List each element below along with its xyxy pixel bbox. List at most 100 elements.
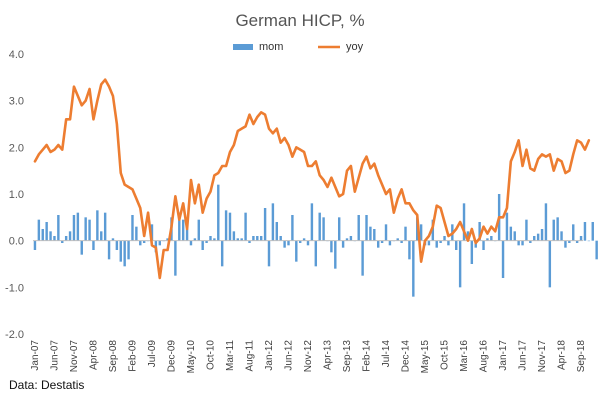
mom-bar bbox=[361, 240, 364, 276]
mom-bar bbox=[53, 236, 56, 241]
x-tick-label: Apr-18 bbox=[557, 340, 568, 370]
mom-bar bbox=[482, 240, 485, 250]
mom-bar bbox=[103, 212, 107, 241]
mom-bar bbox=[306, 240, 310, 246]
mom-bar bbox=[490, 236, 493, 241]
y-tick-label: 2.0 bbox=[9, 142, 24, 154]
mom-bar bbox=[447, 240, 450, 246]
x-tick-label: Jun-12 bbox=[283, 340, 294, 371]
mom-bar bbox=[295, 240, 298, 262]
x-tick-label: Sep-13 bbox=[342, 340, 353, 373]
mom-bar bbox=[37, 219, 41, 241]
mom-bar bbox=[357, 215, 360, 241]
mom-bar bbox=[291, 215, 294, 241]
x-axis: Jan-07 Jun-07 Nov-07 Apr-08 Sep-08 Feb-09 Jul-… bbox=[30, 340, 587, 374]
mom-bar bbox=[135, 226, 138, 241]
mom-bar bbox=[404, 226, 407, 241]
mom-bar bbox=[517, 240, 520, 246]
mom-bar bbox=[427, 240, 431, 246]
mom-bar bbox=[302, 238, 306, 241]
mom-bar bbox=[310, 203, 314, 241]
mom-bar bbox=[213, 238, 216, 241]
mom-bar bbox=[57, 215, 60, 241]
yoy-line bbox=[33, 78, 591, 280]
mom-bar bbox=[373, 229, 376, 241]
mom-bar bbox=[259, 236, 263, 241]
mom-bar bbox=[178, 212, 181, 241]
x-tick-label: Jan-17 bbox=[498, 340, 509, 371]
mom-bar bbox=[185, 229, 189, 241]
mom-bar bbox=[548, 240, 552, 288]
mom-bar bbox=[439, 240, 442, 243]
y-tick-label: 4.0 bbox=[9, 49, 24, 61]
mom-bar bbox=[369, 226, 372, 241]
legend-label-mom: mom bbox=[259, 41, 283, 53]
y-tick-label: 0.0 bbox=[9, 236, 24, 248]
mom-bar bbox=[595, 240, 598, 260]
x-tick-label: Dec-14 bbox=[401, 340, 412, 373]
x-tick-label: Oct-15 bbox=[440, 340, 451, 370]
mom-bar bbox=[189, 240, 193, 246]
mom-bar bbox=[72, 215, 76, 241]
mom-bar bbox=[271, 203, 275, 241]
x-tick-label: Feb-14 bbox=[362, 340, 373, 372]
mom-bar bbox=[220, 240, 224, 267]
mom-bar bbox=[287, 240, 290, 246]
x-tick-label: Nov-12 bbox=[303, 340, 314, 373]
x-tick-label: Aug-11 bbox=[244, 340, 255, 372]
mom-bar bbox=[123, 240, 126, 267]
mom-bar bbox=[100, 231, 103, 241]
legend-label-yoy: yoy bbox=[346, 41, 364, 53]
mom-bar bbox=[205, 240, 208, 243]
y-tick-label: -2.0 bbox=[5, 329, 24, 341]
mom-bar bbox=[314, 240, 318, 267]
mom-bar bbox=[443, 236, 446, 241]
mom-bar bbox=[244, 212, 247, 241]
mom-bar bbox=[49, 231, 52, 241]
mom-bar bbox=[388, 240, 392, 246]
mom-bar bbox=[591, 222, 594, 241]
x-tick-label: Mar-16 bbox=[459, 340, 470, 372]
x-tick-label: Nov-17 bbox=[537, 340, 548, 373]
mom-bar bbox=[158, 240, 161, 246]
mom-bar bbox=[252, 236, 255, 241]
mom-bar bbox=[61, 240, 64, 243]
mom-bar bbox=[150, 224, 154, 241]
mom-bar bbox=[544, 203, 548, 241]
mom-bar bbox=[201, 240, 204, 250]
mom-bar bbox=[139, 240, 142, 246]
x-tick-label: Sep-08 bbox=[108, 340, 119, 373]
mom-bar bbox=[579, 236, 583, 241]
mom-bar bbox=[240, 238, 243, 241]
mom-bar bbox=[88, 219, 91, 241]
mom-bar bbox=[365, 215, 368, 241]
mom-bar bbox=[455, 240, 458, 250]
x-tick-label: Dec-09 bbox=[166, 340, 177, 373]
x-tick-label: Jul-09 bbox=[147, 340, 158, 368]
mom-bar bbox=[349, 236, 353, 241]
mom-bar bbox=[533, 236, 536, 241]
source-note: Data: Destatis bbox=[9, 378, 85, 392]
y-tick-label: 3.0 bbox=[9, 96, 24, 108]
mom-bar bbox=[318, 212, 321, 241]
x-tick-label: Jan-12 bbox=[264, 340, 275, 371]
mom-bar bbox=[248, 240, 251, 243]
mom-bar bbox=[92, 240, 95, 250]
mom-bar bbox=[345, 238, 349, 241]
mom-bar bbox=[400, 240, 403, 243]
x-tick-label: May-15 bbox=[420, 340, 431, 374]
mom-bar bbox=[462, 203, 466, 241]
mom-bar bbox=[470, 240, 474, 264]
mom-bar bbox=[267, 240, 271, 267]
mom-bar bbox=[513, 231, 516, 241]
mom-bar bbox=[64, 236, 68, 241]
mom-bar bbox=[68, 231, 72, 241]
mom-bar bbox=[431, 219, 435, 241]
mom-bar bbox=[275, 222, 279, 241]
mom-bar bbox=[536, 233, 540, 241]
mom-bar bbox=[330, 240, 333, 253]
mom-bar bbox=[419, 224, 423, 241]
mom-bar bbox=[505, 212, 509, 241]
mom-bar bbox=[131, 215, 134, 241]
